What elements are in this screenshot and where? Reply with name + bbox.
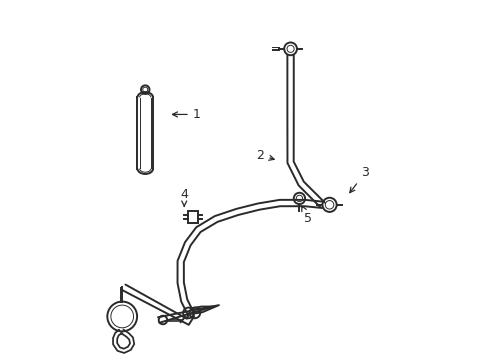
Text: 2: 2 [256,149,274,162]
Text: 5: 5 [301,206,312,225]
Text: 3: 3 [349,166,368,193]
Text: 1: 1 [172,108,200,121]
Text: 4: 4 [180,188,188,206]
